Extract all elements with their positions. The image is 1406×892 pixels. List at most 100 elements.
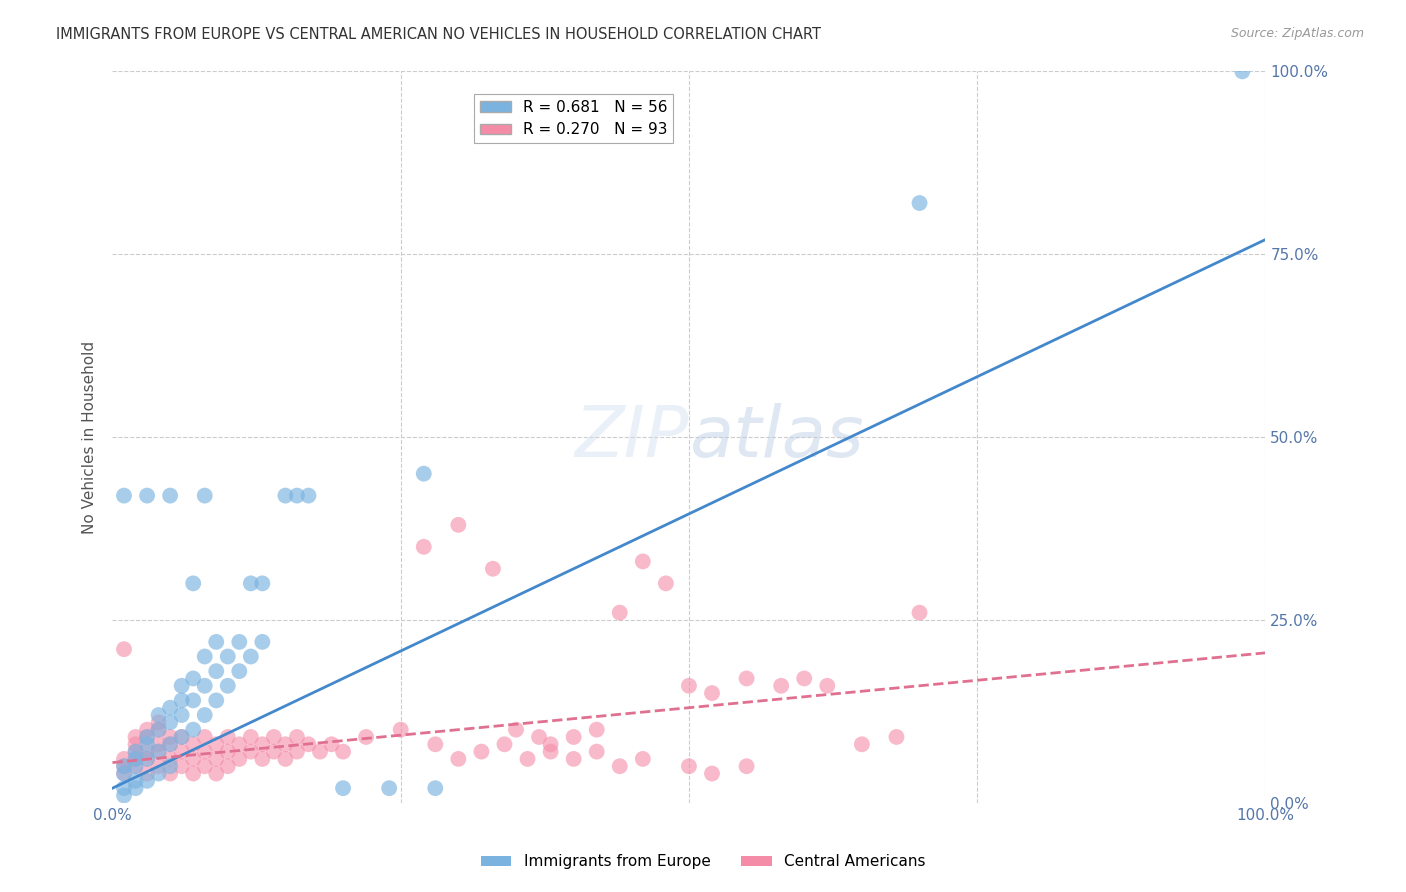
Point <box>112 642 135 657</box>
Point <box>205 635 228 649</box>
Point <box>239 745 262 759</box>
Point <box>678 759 700 773</box>
Point <box>112 752 135 766</box>
Point <box>148 766 170 780</box>
Point <box>425 781 447 796</box>
Point <box>527 730 550 744</box>
Point <box>148 745 170 759</box>
Point <box>678 679 700 693</box>
Point <box>297 737 319 751</box>
Point <box>252 737 274 751</box>
Point <box>124 759 146 773</box>
Point <box>228 737 250 751</box>
Point <box>908 196 931 211</box>
Point <box>516 752 538 766</box>
Point <box>735 759 758 773</box>
Point <box>170 759 193 773</box>
Point <box>136 730 159 744</box>
Point <box>124 745 146 759</box>
Point <box>181 766 204 780</box>
Point <box>159 700 181 714</box>
Point <box>470 745 492 759</box>
Point <box>252 576 274 591</box>
Point <box>851 737 873 751</box>
Point <box>540 745 562 759</box>
Point <box>482 562 505 576</box>
Point <box>148 715 170 730</box>
Point <box>793 672 815 686</box>
Point <box>205 766 228 780</box>
Point <box>770 679 793 693</box>
Point <box>263 745 285 759</box>
Point <box>285 489 308 503</box>
Point <box>159 752 181 766</box>
Point <box>112 489 135 503</box>
Point <box>285 730 308 744</box>
Point <box>194 489 217 503</box>
Point <box>194 679 217 693</box>
Point <box>181 752 204 766</box>
Point <box>562 752 585 766</box>
Point <box>252 752 274 766</box>
Point <box>217 649 239 664</box>
Point <box>228 752 250 766</box>
Point <box>136 766 159 780</box>
Point <box>585 723 607 737</box>
Point <box>124 781 146 796</box>
Point <box>631 554 654 568</box>
Point <box>170 708 193 723</box>
Point <box>700 686 723 700</box>
Point <box>908 606 931 620</box>
Point <box>815 679 838 693</box>
Point <box>332 781 354 796</box>
Legend: Immigrants from Europe, Central Americans: Immigrants from Europe, Central American… <box>475 848 931 875</box>
Point <box>148 737 170 751</box>
Point <box>252 635 274 649</box>
Point <box>239 576 262 591</box>
Point <box>205 693 228 707</box>
Point <box>170 679 193 693</box>
Point <box>112 759 135 773</box>
Point <box>181 672 204 686</box>
Point <box>217 730 239 744</box>
Text: atlas: atlas <box>689 402 863 472</box>
Point <box>124 773 146 788</box>
Point <box>148 708 170 723</box>
Point <box>447 517 470 532</box>
Point <box>332 745 354 759</box>
Point <box>112 789 135 803</box>
Point <box>562 730 585 744</box>
Point <box>148 759 170 773</box>
Point <box>194 759 217 773</box>
Point <box>354 730 377 744</box>
Point <box>609 606 631 620</box>
Point <box>170 730 193 744</box>
Point <box>389 723 412 737</box>
Point <box>321 737 343 751</box>
Point <box>194 708 217 723</box>
Point <box>309 745 332 759</box>
Point <box>136 723 159 737</box>
Legend: R = 0.681   N = 56, R = 0.270   N = 93: R = 0.681 N = 56, R = 0.270 N = 93 <box>474 94 673 144</box>
Point <box>112 759 135 773</box>
Point <box>181 737 204 751</box>
Point <box>447 752 470 766</box>
Point <box>136 773 159 788</box>
Point <box>194 730 217 744</box>
Point <box>494 737 516 751</box>
Point <box>159 766 181 780</box>
Point <box>136 745 159 759</box>
Point <box>425 737 447 751</box>
Point <box>159 489 181 503</box>
Text: ZIP: ZIP <box>575 402 689 472</box>
Point <box>585 745 607 759</box>
Point <box>205 664 228 678</box>
Point <box>124 745 146 759</box>
Point <box>159 730 181 744</box>
Point <box>228 664 250 678</box>
Point <box>124 737 146 751</box>
Point <box>609 759 631 773</box>
Point <box>181 576 204 591</box>
Point <box>159 737 181 751</box>
Point <box>194 649 217 664</box>
